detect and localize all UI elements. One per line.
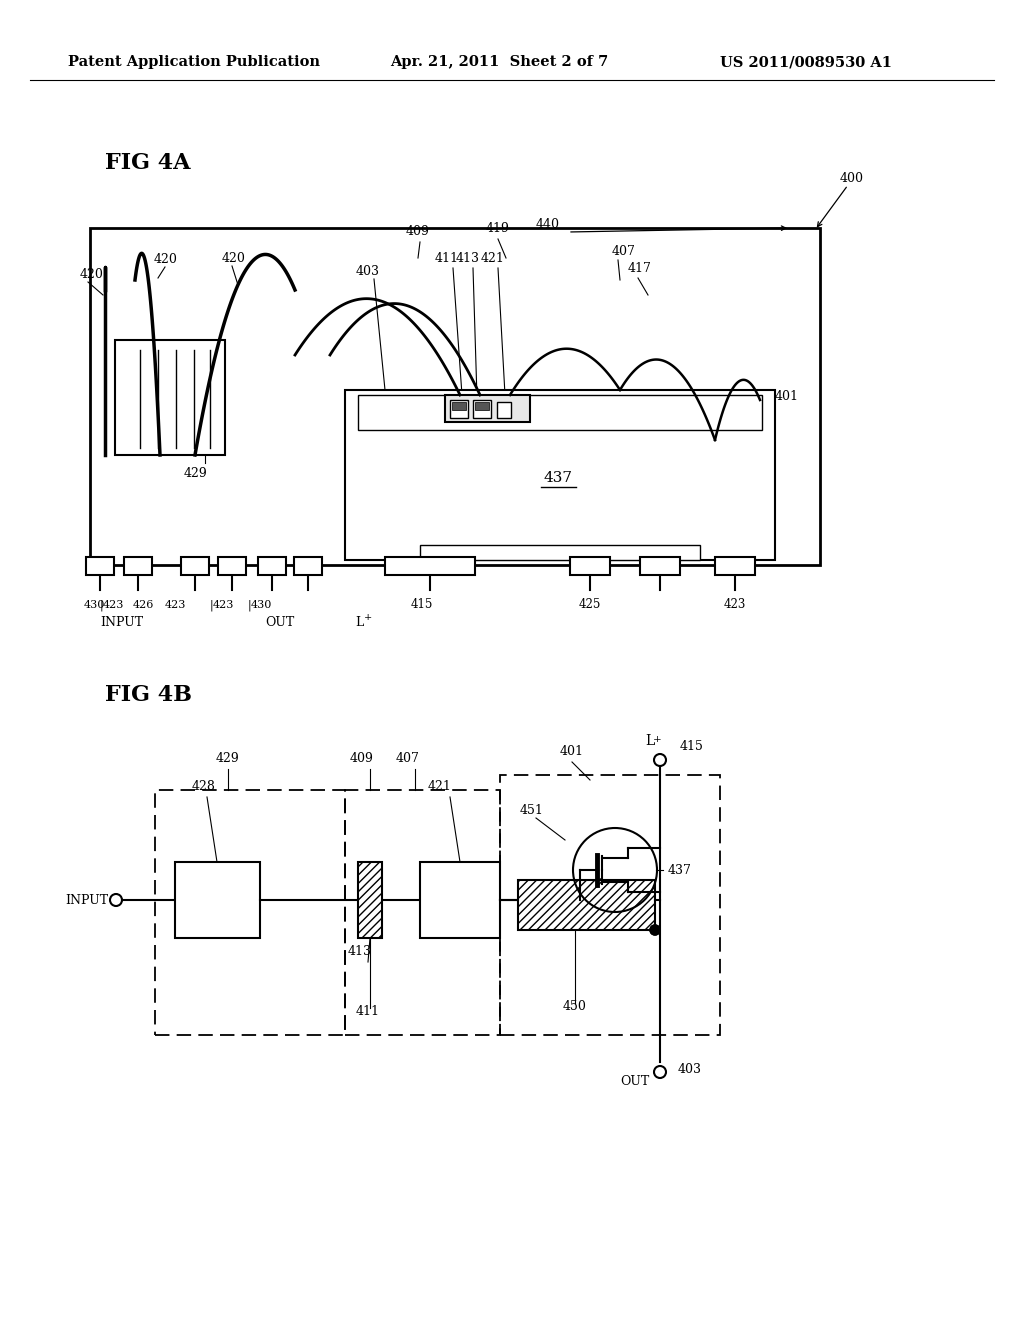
Text: 423: 423 (213, 601, 234, 610)
Bar (450, 400, 468, 418)
Bar (181, 557, 209, 576)
Text: Apr. 21, 2011  Sheet 2 of 7: Apr. 21, 2011 Sheet 2 of 7 (390, 55, 608, 69)
Text: 421: 421 (428, 780, 452, 793)
Bar (86, 557, 114, 576)
Circle shape (650, 925, 660, 935)
Bar (155, 789, 345, 1035)
Text: L: L (645, 734, 654, 748)
Text: 423: 423 (103, 601, 124, 610)
Text: 400: 400 (840, 172, 864, 185)
Bar (385, 557, 475, 576)
Text: INPUT: INPUT (100, 615, 143, 628)
Bar (420, 545, 700, 560)
Text: 437: 437 (668, 863, 692, 876)
Text: INPUT: INPUT (65, 894, 108, 907)
Text: 401: 401 (560, 744, 584, 758)
Text: 423: 423 (724, 598, 746, 611)
Text: L: L (355, 615, 364, 628)
Circle shape (650, 925, 660, 935)
Text: 420: 420 (80, 268, 103, 281)
Text: 421: 421 (481, 252, 505, 265)
Text: 420: 420 (154, 253, 178, 267)
Bar (345, 789, 500, 1035)
Text: 411: 411 (356, 1005, 380, 1018)
Text: 403: 403 (356, 265, 380, 279)
Text: 430: 430 (251, 601, 272, 610)
Text: 413: 413 (348, 945, 372, 958)
Bar (90, 228, 820, 565)
Text: 411: 411 (435, 252, 459, 265)
Bar (258, 557, 286, 576)
Text: OUT: OUT (621, 1074, 649, 1088)
Text: OUT: OUT (265, 615, 294, 628)
Text: 451: 451 (520, 804, 544, 817)
Bar (358, 862, 382, 939)
Text: +: + (364, 614, 373, 623)
Text: 419: 419 (486, 222, 510, 235)
Text: 407: 407 (396, 752, 420, 766)
Bar (175, 862, 260, 939)
Text: |: | (210, 599, 214, 611)
Bar (294, 557, 322, 576)
Text: 430: 430 (84, 601, 105, 610)
Bar (345, 389, 775, 560)
Text: 437: 437 (544, 471, 572, 484)
Text: 415: 415 (680, 741, 703, 752)
Bar (124, 557, 152, 576)
Bar (452, 403, 466, 411)
Bar (640, 557, 680, 576)
Text: 428: 428 (193, 780, 216, 793)
Text: 409: 409 (407, 224, 430, 238)
Bar (358, 395, 762, 430)
Text: 415: 415 (411, 598, 433, 611)
Bar (475, 403, 489, 411)
Text: 420: 420 (222, 252, 246, 265)
Text: 413: 413 (456, 252, 480, 265)
Text: |: | (248, 599, 252, 611)
Bar (473, 400, 490, 418)
Text: 409: 409 (350, 752, 374, 766)
Text: 417: 417 (628, 261, 652, 275)
Text: 403: 403 (678, 1063, 702, 1076)
Bar (518, 880, 655, 931)
Text: |: | (100, 599, 103, 611)
Text: +: + (653, 735, 662, 744)
Bar (420, 862, 500, 939)
Bar (497, 403, 511, 418)
Bar (715, 557, 755, 576)
Bar (500, 775, 720, 1035)
Text: 429: 429 (183, 467, 207, 480)
Text: Patent Application Publication: Patent Application Publication (68, 55, 319, 69)
Text: FIG 4A: FIG 4A (105, 152, 190, 174)
Text: 425: 425 (579, 598, 601, 611)
Text: 423: 423 (165, 601, 186, 610)
Text: 426: 426 (133, 601, 155, 610)
Text: 450: 450 (563, 1001, 587, 1012)
Bar (218, 557, 246, 576)
Bar (115, 341, 225, 455)
Text: 401: 401 (775, 389, 799, 403)
Bar (445, 395, 530, 422)
Text: US 2011/0089530 A1: US 2011/0089530 A1 (720, 55, 892, 69)
Text: 440: 440 (536, 218, 560, 231)
Text: FIG 4B: FIG 4B (105, 684, 193, 706)
Bar (570, 557, 610, 576)
Text: 407: 407 (612, 246, 636, 257)
Text: 429: 429 (216, 752, 240, 766)
